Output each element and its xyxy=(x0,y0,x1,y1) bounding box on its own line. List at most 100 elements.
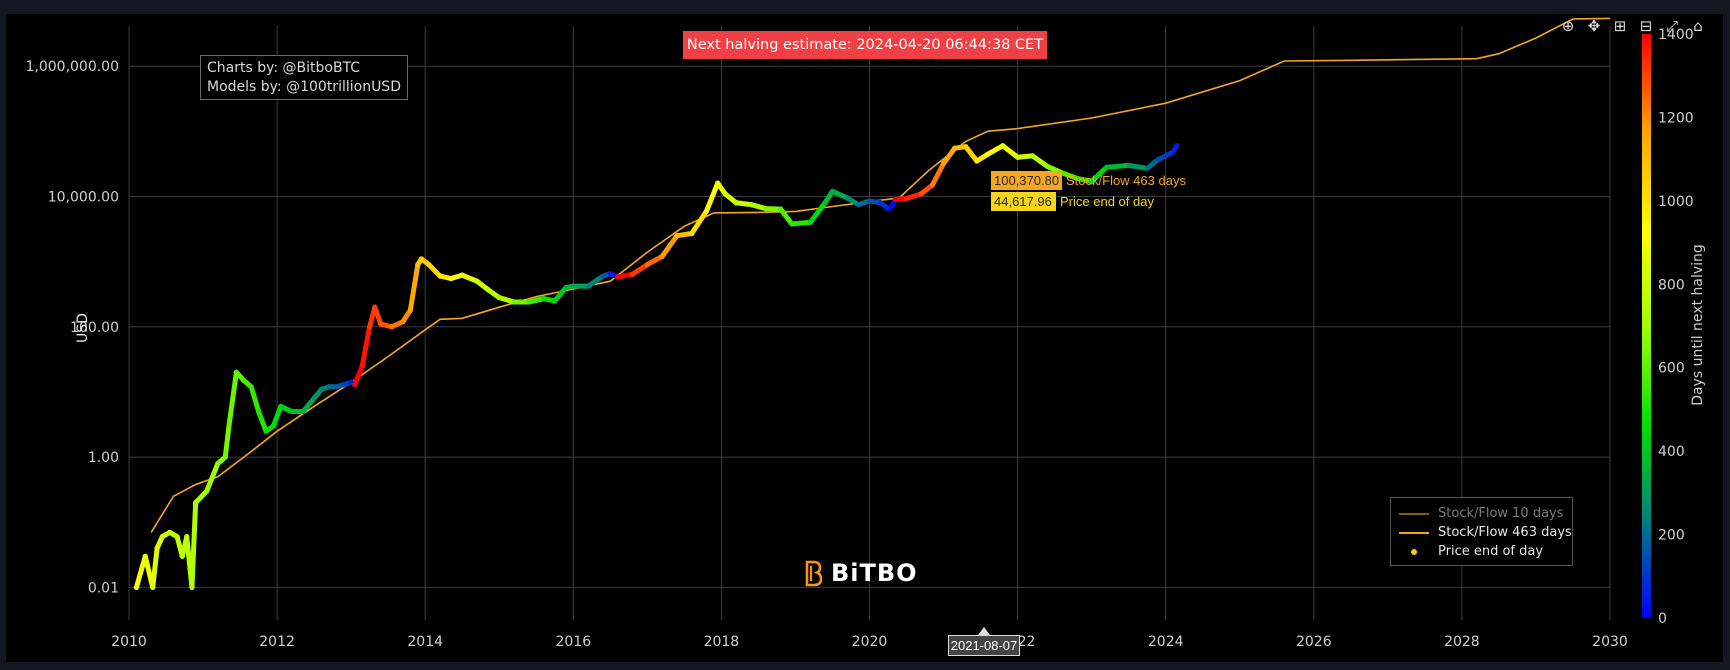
price-point xyxy=(563,284,569,291)
price-point xyxy=(341,381,347,388)
price-point xyxy=(222,454,228,460)
price-point xyxy=(367,324,373,330)
hover-date-label: 2021-08-07 xyxy=(948,635,1020,656)
y-axis-title: USD xyxy=(75,313,91,343)
price-segment xyxy=(807,200,828,225)
autoscale-icon[interactable]: ⤢ xyxy=(1665,17,1678,35)
price-segment xyxy=(270,403,284,429)
price-markers xyxy=(133,143,1180,591)
price-segment xyxy=(426,262,443,279)
zoom-icon[interactable]: ⊕ xyxy=(1561,17,1575,35)
x-tick-label: 2020 xyxy=(852,634,888,650)
colorbar-tick-label: 0 xyxy=(1658,611,1667,627)
price-point xyxy=(255,408,262,415)
price-point xyxy=(715,180,721,186)
price-segment xyxy=(585,273,606,289)
colorbar-tick-label: 400 xyxy=(1658,444,1685,460)
hover-price-value: 44,617.96 xyxy=(991,192,1056,211)
price-point xyxy=(241,377,247,384)
price-point xyxy=(437,273,443,279)
price-point xyxy=(552,298,558,304)
price-point xyxy=(326,384,332,390)
price-point xyxy=(263,428,269,434)
price-point xyxy=(311,395,317,401)
price-segment xyxy=(829,188,850,201)
x-tick-label: 2018 xyxy=(704,634,740,650)
price-point xyxy=(929,182,936,188)
price-segment xyxy=(133,553,148,590)
price-point xyxy=(179,553,185,559)
price-point xyxy=(963,144,969,150)
legend-label-sf10: Stock/Flow 10 days xyxy=(1438,506,1564,521)
price-segment xyxy=(630,262,650,277)
price-point xyxy=(585,283,591,289)
credits-charts: Charts by: @BitboBTC xyxy=(207,60,361,76)
price-segment xyxy=(248,384,262,415)
price-point xyxy=(485,287,491,293)
price-point xyxy=(918,191,924,197)
price-point xyxy=(952,145,958,151)
price-point xyxy=(607,271,613,277)
price-point xyxy=(248,384,254,390)
price-segment xyxy=(1126,162,1150,171)
legend-line-sf10 xyxy=(1399,513,1429,515)
price-point xyxy=(474,278,480,284)
price-point xyxy=(1044,163,1050,169)
price-point xyxy=(496,295,502,301)
y-tick-label: 0.01 xyxy=(88,580,119,596)
price-point xyxy=(778,206,784,212)
price-point xyxy=(150,584,156,591)
x-tick-label: 2012 xyxy=(259,634,295,650)
price-point xyxy=(600,273,606,279)
hover-date-pointer xyxy=(978,627,990,635)
price-segment xyxy=(150,545,160,590)
price-segment xyxy=(300,395,317,415)
price-point xyxy=(789,221,795,227)
price-point xyxy=(733,200,739,206)
price-point xyxy=(372,304,378,310)
legend-label-price: Price end of day xyxy=(1438,544,1544,559)
stock-flow-463-line xyxy=(150,17,1611,533)
price-segment xyxy=(941,145,958,167)
price-segment xyxy=(552,285,569,304)
credits-models: Models by: @100trillionUSD xyxy=(207,79,401,95)
colorbar-tick-label: 1400 xyxy=(1658,27,1694,43)
price-point xyxy=(204,488,210,494)
price-segment xyxy=(1103,162,1132,170)
price-point xyxy=(1126,162,1132,168)
price-point xyxy=(407,307,413,313)
price-segment xyxy=(359,324,373,369)
price-segment xyxy=(352,363,365,388)
colorbar-tick-label: 1000 xyxy=(1658,194,1694,210)
colorbar: 0 200 400 600 800 1000 1200 1400 xyxy=(1642,27,1694,627)
bitbo-b-icon xyxy=(805,560,823,587)
price-point xyxy=(722,191,728,197)
price-segment xyxy=(985,143,1006,157)
reset-axes-icon[interactable]: ⌂ xyxy=(1693,17,1703,35)
legend: Stock/Flow 10 days Stock/Flow 463 days P… xyxy=(1390,497,1573,566)
grid-lines xyxy=(128,26,1611,620)
price-segment xyxy=(459,272,480,284)
price-point xyxy=(1103,164,1110,170)
price-point xyxy=(844,195,850,201)
price-segment xyxy=(929,161,947,188)
x-tick-label: 2010 xyxy=(111,634,147,650)
zoom-in-icon[interactable]: ⊞ xyxy=(1613,17,1627,35)
bitbo-logo: BiTBO xyxy=(803,557,918,589)
legend-dot-price xyxy=(1411,549,1417,555)
price-segment xyxy=(1059,170,1080,181)
price-point xyxy=(903,195,910,202)
price-segment xyxy=(704,180,721,214)
pan-icon[interactable]: ✥ xyxy=(1587,17,1601,35)
zoom-out-icon[interactable]: ⊟ xyxy=(1639,17,1653,35)
price-segment xyxy=(193,488,210,506)
price-point xyxy=(215,460,221,467)
price-point xyxy=(659,253,665,260)
colorbar-tick-label: 200 xyxy=(1658,528,1685,544)
price-point xyxy=(1174,143,1180,149)
price-point xyxy=(226,423,232,429)
price-point xyxy=(940,160,947,167)
sf-463-path xyxy=(150,17,1611,533)
price-segment xyxy=(222,423,232,460)
